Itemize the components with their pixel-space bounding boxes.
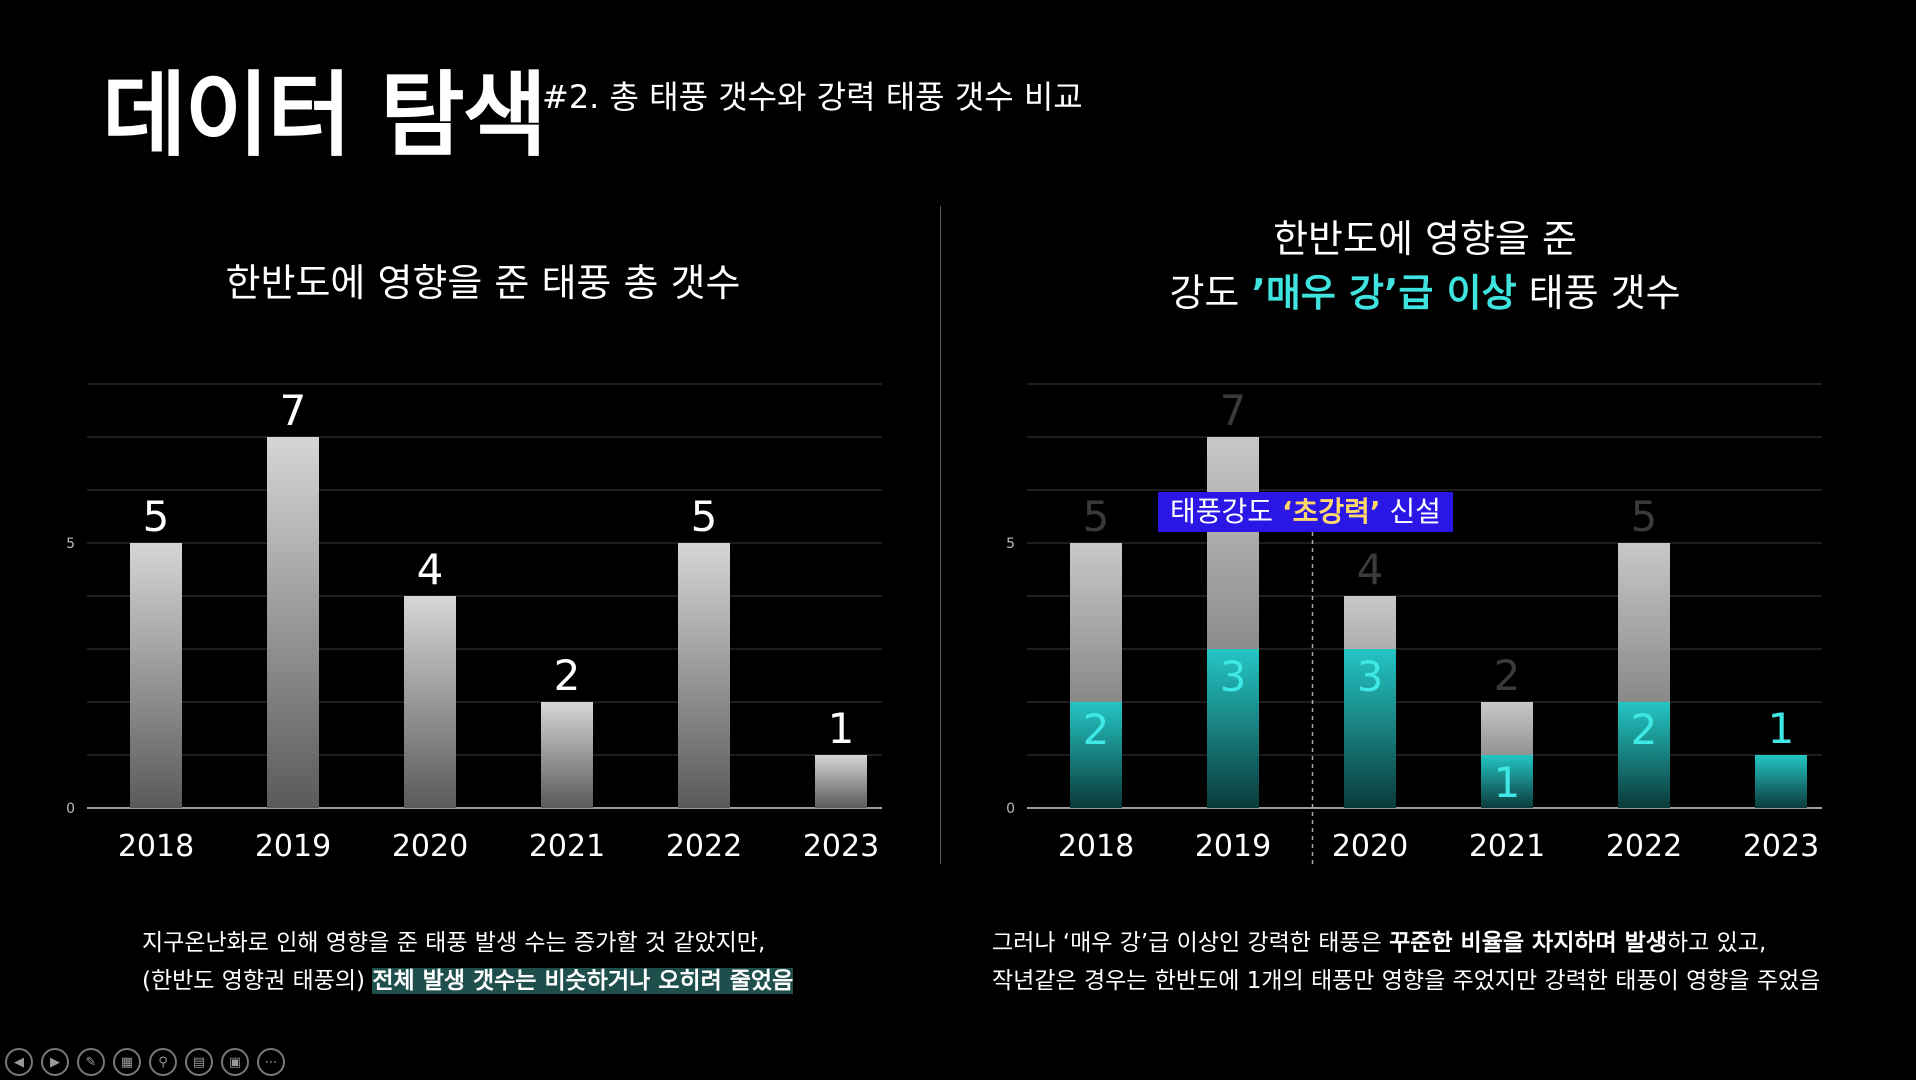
left-caption-pre: (한반도 영향권 태풍의) <box>142 968 373 994</box>
left-caption-line1: 지구온난화로 인해 영향을 준 태풍 발생 수는 증가할 것 같았지만, <box>142 930 766 956</box>
right-ytick-label: 5 <box>1006 536 1015 552</box>
prev-icon[interactable]: ◀ <box>5 1048 33 1076</box>
presentation-toolbar: ◀ ▶ ✎ ▦ ⚲ ▤ ▣ ⋯ <box>5 1048 285 1076</box>
left-ytick-label: 5 <box>66 536 75 552</box>
right-total-value-label: 5 <box>1083 492 1110 541</box>
notice-post: 신설 <box>1380 495 1441 528</box>
right-strong-bar <box>1070 702 1122 808</box>
left-xtick-label: 2022 <box>666 829 742 864</box>
right-strong-value-label: 1 <box>1494 758 1521 807</box>
right-caption-post: 하고 있고, <box>1667 930 1767 956</box>
right-caption-pre: 그러나 ‘매우 강’급 이상인 강력한 태풍은 <box>992 930 1390 956</box>
right-strong-value-label: 3 <box>1357 652 1384 701</box>
left-xtick-label: 2020 <box>392 829 468 864</box>
left-bar-value-label: 1 <box>828 704 855 753</box>
strength-notice-badge: 태풍강도 ‘초강력’ 신설 <box>1158 492 1453 532</box>
right-total-value-label: 7 <box>1220 386 1247 435</box>
right-caption-line2: 작년같은 경우는 한반도에 1개의 태풍만 영향을 주었지만 강력한 태풍이 영… <box>992 968 1821 994</box>
right-strong-bar <box>1755 755 1807 808</box>
left-bar-value-label: 2 <box>554 651 581 700</box>
left-xtick-label: 2021 <box>529 829 605 864</box>
slides-icon[interactable]: ▦ <box>113 1048 141 1076</box>
left-bar <box>541 702 593 808</box>
right-strong-value-label: 3 <box>1220 652 1247 701</box>
left-bar-value-label: 5 <box>691 492 718 541</box>
page-title: 데이터 탐색 <box>102 62 547 169</box>
left-caption: 지구온난화로 인해 영향을 준 태풍 발생 수는 증가할 것 같았지만, (한반… <box>142 924 794 1000</box>
right-strong-bar <box>1618 702 1670 808</box>
left-bar-chart: 0 5 2018 2019 2020 2021 2022 2023 5 7 4 2 5 1 <box>66 383 882 864</box>
more-icon[interactable]: ⋯ <box>257 1048 285 1076</box>
right-strong-bar <box>1344 649 1396 808</box>
left-xtick-label: 2019 <box>255 829 331 864</box>
left-xtick-label: 2023 <box>803 829 879 864</box>
subtitle-icon[interactable]: ▤ <box>185 1048 213 1076</box>
left-bar <box>267 437 319 808</box>
notice-highlight: ‘초강력’ <box>1281 495 1381 528</box>
right-strong-value-label: 2 <box>1631 705 1658 754</box>
right-chart-title: 한반도에 영향을 준 강도 ’매우 강’급 이상 태풍 갯수 <box>1025 212 1825 320</box>
right-title-post: 태풍 갯수 <box>1516 271 1681 315</box>
notice-pre: 태풍강도 <box>1170 495 1282 528</box>
left-bar <box>678 543 730 808</box>
right-strong-value-label: 1 <box>1768 704 1795 753</box>
right-strong-bar <box>1207 649 1259 808</box>
pen-icon[interactable]: ✎ <box>77 1048 105 1076</box>
left-bar-value-label: 5 <box>143 492 170 541</box>
right-chart-title-line2: 강도 ’매우 강’급 이상 태풍 갯수 <box>1025 266 1825 320</box>
center-divider <box>940 206 941 864</box>
camera-off-icon[interactable]: ▣ <box>221 1048 249 1076</box>
right-strong-value-label: 2 <box>1083 705 1110 754</box>
right-xtick-label: 2021 <box>1469 829 1545 864</box>
right-xtick-label: 2018 <box>1058 829 1134 864</box>
right-total-value-label: 5 <box>1631 492 1658 541</box>
left-bar-value-label: 4 <box>417 545 444 594</box>
right-chart-title-line1: 한반도에 영향을 준 <box>1273 217 1577 261</box>
right-total-value-label: 4 <box>1357 545 1384 594</box>
left-bar-value-label: 7 <box>280 386 307 435</box>
left-caption-highlight: 전체 발생 갯수는 비슷하거나 오히려 줄었음 <box>372 968 794 994</box>
left-bar <box>130 543 182 808</box>
page-subtitle: #2. 총 태풍 갯수와 강력 태풍 갯수 비교 <box>542 78 1083 116</box>
zoom-icon[interactable]: ⚲ <box>149 1048 177 1076</box>
right-xtick-label: 2019 <box>1195 829 1271 864</box>
left-bar <box>815 755 867 808</box>
right-xtick-label: 2022 <box>1606 829 1682 864</box>
left-chart-title: 한반도에 영향을 준 태풍 총 갯수 <box>225 261 741 305</box>
right-stacked-bar-chart: 0 5 2018 2019 2020 2021 2022 2023 5 2 7 3 4 3 2 1 5 2 1 <box>1006 383 1822 864</box>
left-ytick-label: 0 <box>66 801 75 817</box>
right-caption: 그러나 ‘매우 강’급 이상인 강력한 태풍은 꾸준한 비율을 차지하며 발생하… <box>992 924 1820 1000</box>
next-icon[interactable]: ▶ <box>41 1048 69 1076</box>
left-xtick-label: 2018 <box>118 829 194 864</box>
right-ytick-label: 0 <box>1006 801 1015 817</box>
right-strong-bar <box>1481 755 1533 808</box>
right-caption-highlight: 꾸준한 비율을 차지하며 발생 <box>1389 930 1668 956</box>
left-bar <box>404 596 456 808</box>
left-caption-line2: (한반도 영향권 태풍의) 전체 발생 갯수는 비슷하거나 오히려 줄었음 <box>142 962 794 1000</box>
right-xtick-label: 2020 <box>1332 829 1408 864</box>
right-title-highlight: ’매우 강’급 이상 <box>1251 271 1517 315</box>
right-xtick-label: 2023 <box>1743 829 1819 864</box>
right-total-value-label: 2 <box>1494 651 1521 700</box>
right-caption-line1: 그러나 ‘매우 강’급 이상인 강력한 태풍은 꾸준한 비율을 차지하며 발생하… <box>992 924 1820 962</box>
right-title-pre: 강도 <box>1169 271 1252 315</box>
